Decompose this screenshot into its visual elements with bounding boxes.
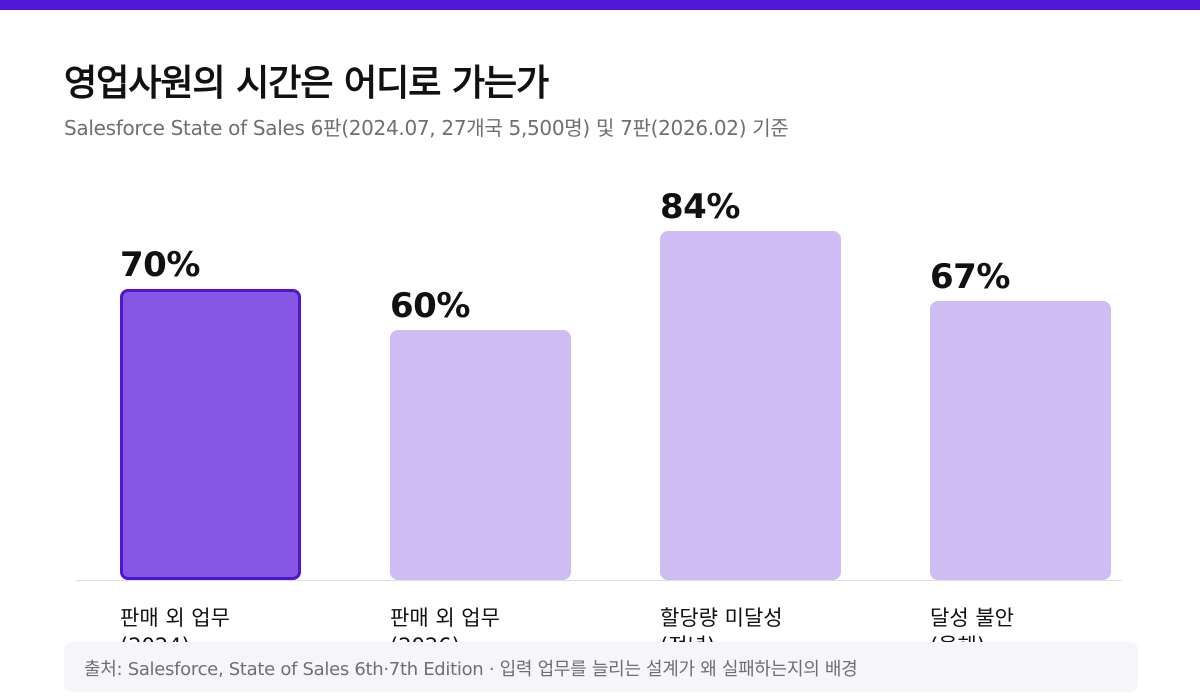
chart-bar bbox=[390, 330, 571, 580]
page-subtitle: Salesforce State of Sales 6판(2024.07, 27… bbox=[64, 116, 789, 140]
bar-value-label: 67% bbox=[930, 257, 1010, 298]
chart-bar bbox=[120, 288, 301, 580]
source-text: 출처: Salesforce, State of Sales 6th·7th E… bbox=[84, 659, 858, 680]
top-accent-bar bbox=[0, 0, 1200, 10]
chart-bar bbox=[930, 301, 1111, 580]
category-label-line: 판매 외 업무 bbox=[120, 606, 230, 630]
category-label-line: 달성 불안 bbox=[930, 606, 1014, 630]
bar-value-label: 70% bbox=[120, 244, 200, 285]
bar-value-label: 60% bbox=[390, 286, 470, 327]
category-label-line: 판매 외 업무 bbox=[390, 606, 500, 630]
chart-baseline bbox=[76, 580, 1122, 581]
source-footer: 출처: Salesforce, State of Sales 6th·7th E… bbox=[64, 642, 1138, 692]
bar-value-label: 84% bbox=[660, 186, 740, 227]
chart-bar bbox=[660, 230, 841, 580]
category-label-line: 할당량 미달성 bbox=[660, 606, 783, 630]
page-title: 영업사원의 시간은 어디로 가는가 bbox=[64, 63, 549, 104]
